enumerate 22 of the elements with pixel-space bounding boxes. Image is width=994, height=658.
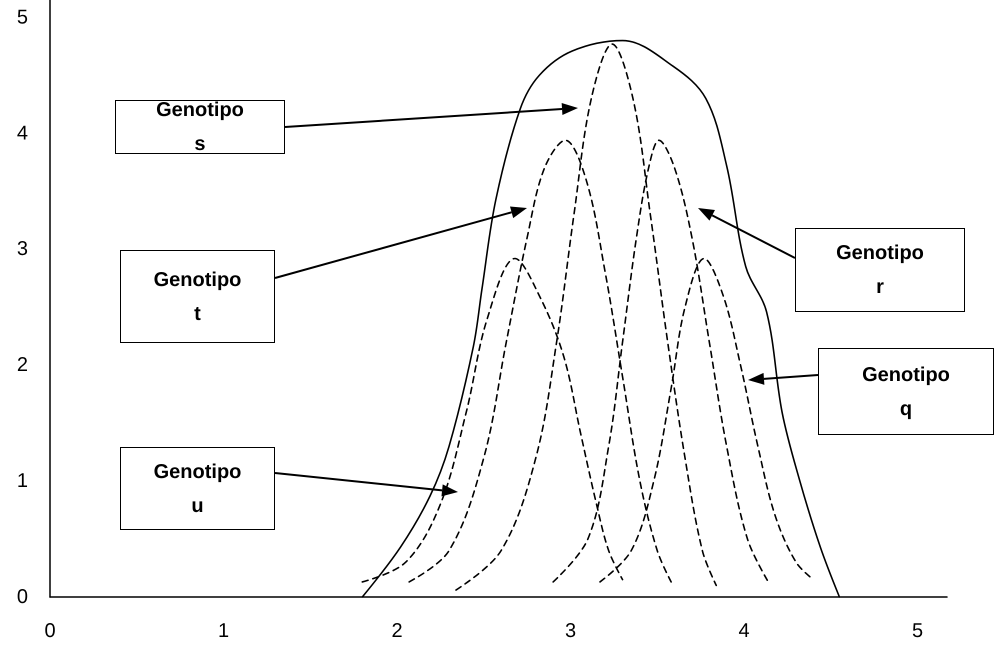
label-box: Genotipo r xyxy=(795,228,965,312)
label-box: Genotipo s xyxy=(115,100,285,154)
annotation: Genotipo q xyxy=(862,362,950,422)
x-tick-label: 4 xyxy=(738,620,750,642)
y-tick-label: 2 xyxy=(16,354,28,376)
annotation: Genotipo u xyxy=(154,460,242,518)
x-tick-label: 3 xyxy=(564,620,576,642)
y-tick-label: 1 xyxy=(16,470,28,492)
x-tick-label: 0 xyxy=(44,620,56,642)
label-box: Genotipo t xyxy=(120,250,275,343)
y-tick-label: 3 xyxy=(16,238,28,260)
y-tick-label: 5 xyxy=(16,6,28,28)
x-tick-label: 2 xyxy=(391,620,403,642)
annotation: Genotipo r xyxy=(836,241,924,300)
y-tick-label: 4 xyxy=(16,122,28,144)
y-tick-label: 0 xyxy=(16,586,28,608)
annotation: Genotipo s xyxy=(156,98,244,157)
label-box: Genotipo q xyxy=(818,348,994,435)
x-tick-label: 5 xyxy=(912,620,924,642)
label-box: Genotipo u xyxy=(120,447,275,530)
annotation: Genotipo t xyxy=(154,268,242,326)
x-tick-label: 1 xyxy=(218,620,230,642)
